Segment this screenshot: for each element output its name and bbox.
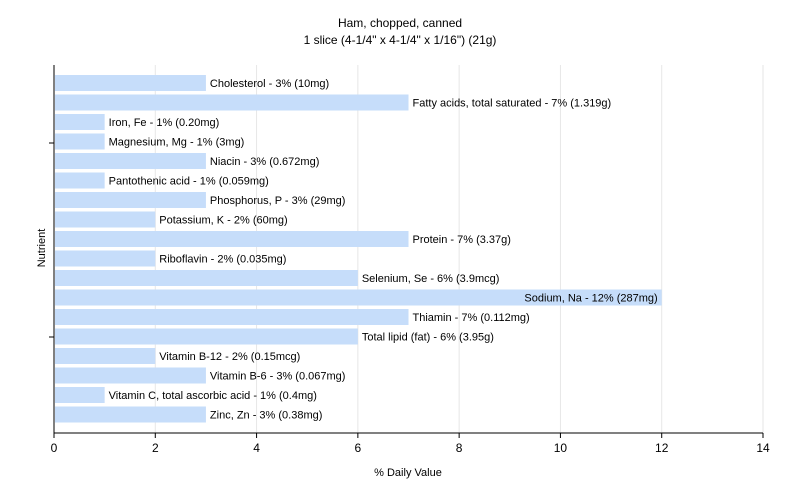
bar xyxy=(55,348,156,364)
bar-label: Total lipid (fat) - 6% (3.95g) xyxy=(362,332,494,344)
bar xyxy=(55,289,662,306)
x-tick-label: 14 xyxy=(756,441,770,455)
bar xyxy=(55,406,206,423)
bar xyxy=(55,270,358,286)
bar xyxy=(55,94,409,111)
bar xyxy=(55,231,409,247)
bar-label: Pantothenic acid - 1% (0.059mg) xyxy=(109,176,269,188)
bar-label: Zinc, Zn - 3% (0.38mg) xyxy=(210,410,322,422)
bar xyxy=(55,367,206,384)
x-axis-ticks: 0 2 4 6 8 10 12 14 xyxy=(51,433,770,455)
bars xyxy=(55,75,662,423)
bar xyxy=(55,172,105,189)
bar-label: Protein - 7% (3.37g) xyxy=(413,234,511,246)
bar xyxy=(55,192,206,208)
bar xyxy=(55,328,358,345)
x-axis-label: % Daily Value xyxy=(374,467,442,479)
bar xyxy=(55,153,206,169)
x-tick-label: 4 xyxy=(253,441,260,455)
axes xyxy=(49,65,763,434)
bar-label: Vitamin B-6 - 3% (0.067mg) xyxy=(210,371,346,383)
bar xyxy=(55,250,156,267)
y-axis-label: Nutrient xyxy=(36,229,48,268)
bar xyxy=(55,114,105,130)
bar-label: Fatty acids, total saturated - 7% (1.319… xyxy=(413,98,612,110)
bar-label: Vitamin B-12 - 2% (0.15mcg) xyxy=(159,351,300,363)
bar-label: Selenium, Se - 6% (3.9mcg) xyxy=(362,273,500,285)
bar-label: Riboflavin - 2% (0.035mg) xyxy=(159,254,286,266)
bar-label: Vitamin C, total ascorbic acid - 1% (0.4… xyxy=(109,390,317,402)
x-tick-label: 0 xyxy=(51,441,58,455)
bar-label: Iron, Fe - 1% (0.20mg) xyxy=(109,117,220,129)
bar xyxy=(55,75,206,91)
x-tick-label: 8 xyxy=(456,441,463,455)
bar-label: Cholesterol - 3% (10mg) xyxy=(210,78,329,90)
x-tick-label: 10 xyxy=(554,441,568,455)
grid-lines xyxy=(154,65,764,433)
bar-label: Phosphorus, P - 3% (29mg) xyxy=(210,195,346,207)
bar-label: Magnesium, Mg - 1% (3mg) xyxy=(109,137,245,149)
chart-title: Ham, chopped, canned xyxy=(338,16,462,30)
x-tick-label: 6 xyxy=(355,441,362,455)
bar xyxy=(55,211,156,228)
x-tick-label: 12 xyxy=(655,441,669,455)
x-tick-label: 2 xyxy=(152,441,159,455)
bar-label: Sodium, Na - 12% (287mg) xyxy=(524,293,657,305)
bar xyxy=(55,309,409,325)
bar-label: Potassium, K - 2% (60mg) xyxy=(159,215,287,227)
bar xyxy=(55,387,105,403)
bar xyxy=(55,133,105,150)
chart-subtitle: 1 slice (4-1/4" x 4-1/4" x 1/16") (21g) xyxy=(304,33,497,47)
bar-label: Niacin - 3% (0.672mg) xyxy=(210,156,319,168)
bar-labels: Cholesterol - 3% (10mg) Fatty acids, tota… xyxy=(109,78,658,422)
bar-label: Thiamin - 7% (0.112mg) xyxy=(413,312,530,324)
